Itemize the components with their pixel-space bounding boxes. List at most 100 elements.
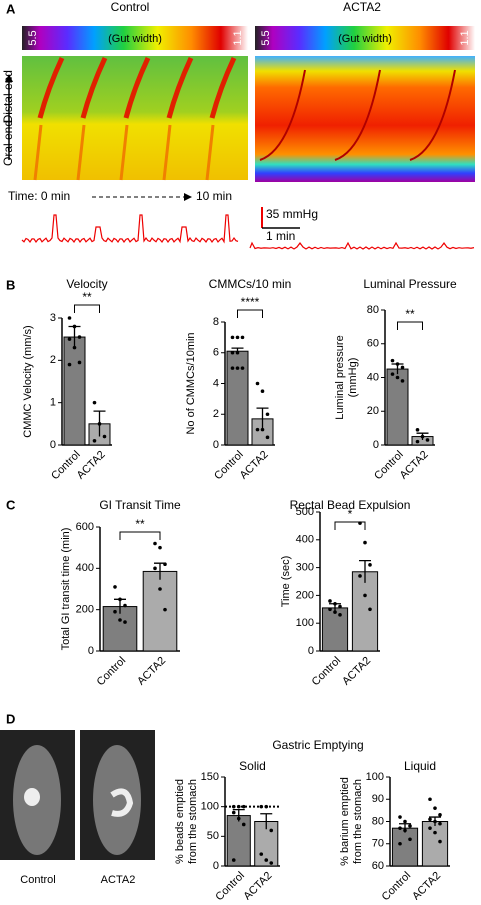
map-wave (334, 69, 381, 161)
data-point (230, 350, 235, 355)
y-axis-label: (mmHg) (347, 358, 359, 398)
y-tick-label: 3 (50, 312, 56, 324)
data-point (72, 324, 77, 329)
x-tick-label: ACTA2 (135, 655, 168, 688)
axis-label: Oral end (1, 120, 15, 166)
y-tick-label: 100 (201, 801, 219, 813)
y-tick-label: 2 (213, 408, 219, 420)
data-point (398, 841, 402, 846)
y-tick-label: 60 (367, 338, 379, 350)
significance-bracket (397, 321, 423, 330)
scale-label: (Gut width) (338, 33, 392, 45)
group-title: ACTA2 (343, 0, 381, 14)
x-tick-label: Control (310, 655, 344, 689)
data-point (118, 597, 122, 602)
data-point (368, 607, 372, 612)
data-point (235, 350, 240, 355)
data-point (269, 828, 274, 833)
y-tick-label: 0 (213, 439, 219, 451)
data-point (255, 427, 260, 432)
y-axis-label: No of CMMCs/10min (185, 332, 197, 434)
y-tick-label: 2 (50, 354, 56, 366)
data-point (408, 824, 412, 828)
x-tick-label: ACTA2 (75, 449, 108, 482)
scale-bar-label: 1 min (266, 229, 295, 243)
significance: ** (405, 307, 415, 321)
data-point (113, 585, 117, 589)
data-point (163, 562, 167, 566)
data-point (230, 335, 235, 340)
y-tick-label: 0 (373, 439, 379, 451)
y-axis-label: Luminal pressure (334, 335, 346, 419)
data-point (231, 804, 236, 809)
data-point (433, 830, 437, 835)
panel-label: C (6, 497, 16, 512)
data-point (333, 601, 337, 606)
data-point (390, 372, 395, 376)
x-tick-label: ACTA2 (398, 449, 431, 482)
data-point (358, 574, 362, 578)
significance-bracket (237, 309, 263, 318)
data-point (158, 545, 162, 550)
bar (63, 336, 86, 446)
y-tick-label: 0 (308, 645, 314, 657)
y-tick-label: 500 (296, 506, 314, 518)
scale-bar-label: 35 mmHg (266, 207, 318, 221)
scale-max: 5.5 (27, 30, 39, 45)
y-tick-label: 200 (76, 604, 94, 616)
data-point (403, 819, 407, 824)
group-title: Control (111, 0, 150, 14)
bar (142, 570, 178, 652)
section-title: Gastric Emptying (272, 738, 363, 752)
y-tick-label: 1 (50, 397, 56, 409)
data-point (433, 806, 437, 810)
pressure-trace (21, 214, 239, 244)
data-point (269, 861, 274, 865)
data-point (400, 365, 405, 370)
x-tick-label: ACTA2 (340, 655, 373, 688)
y-axis-label: Total GI transit time (min) (60, 528, 72, 651)
data-point (400, 379, 405, 383)
panel-label: A (6, 1, 16, 16)
data-point (260, 389, 265, 393)
panel-a-maps (0, 26, 475, 860)
data-point (425, 438, 430, 442)
y-tick-label: 0 (213, 860, 219, 872)
y-axis-label: % barium emptied (339, 777, 351, 866)
y-tick-label: 600 (76, 521, 94, 533)
chart-title: Liquid (404, 759, 436, 773)
y-tick-label: 100 (366, 771, 384, 783)
y-tick-label: 0 (88, 645, 94, 657)
data-point (67, 316, 72, 320)
x-tick-label: ACTA2 (410, 870, 443, 900)
axis-label: Distal end (1, 70, 15, 123)
data-point (338, 613, 342, 617)
y-tick-label: 4 (213, 377, 219, 389)
y-axis-label: CMMC Velocity (mm/s) (22, 325, 34, 437)
y-tick-label: 50 (207, 830, 219, 842)
y-tick-label: 0 (50, 439, 56, 451)
data-point (415, 439, 420, 444)
data-point (398, 815, 402, 819)
data-point (235, 335, 240, 340)
data-point (395, 375, 400, 380)
time-label: 10 min (196, 189, 232, 203)
time-arrow (184, 193, 192, 201)
data-point (428, 797, 432, 802)
error-bar (256, 407, 269, 430)
data-point (415, 428, 420, 432)
significance-bracket (119, 531, 161, 540)
data-point (153, 566, 157, 571)
error-bar (260, 813, 273, 830)
map-wave (205, 124, 215, 181)
data-point (92, 400, 97, 405)
data-point (153, 541, 157, 546)
x-tick-label: Control (380, 870, 414, 900)
map-wave (409, 69, 456, 161)
y-tick-label: 100 (296, 617, 314, 629)
data-point (67, 362, 72, 367)
x-tick-label: Control (95, 655, 129, 689)
chart-title: CMMCs/10 min (209, 277, 292, 291)
data-point (265, 435, 270, 440)
